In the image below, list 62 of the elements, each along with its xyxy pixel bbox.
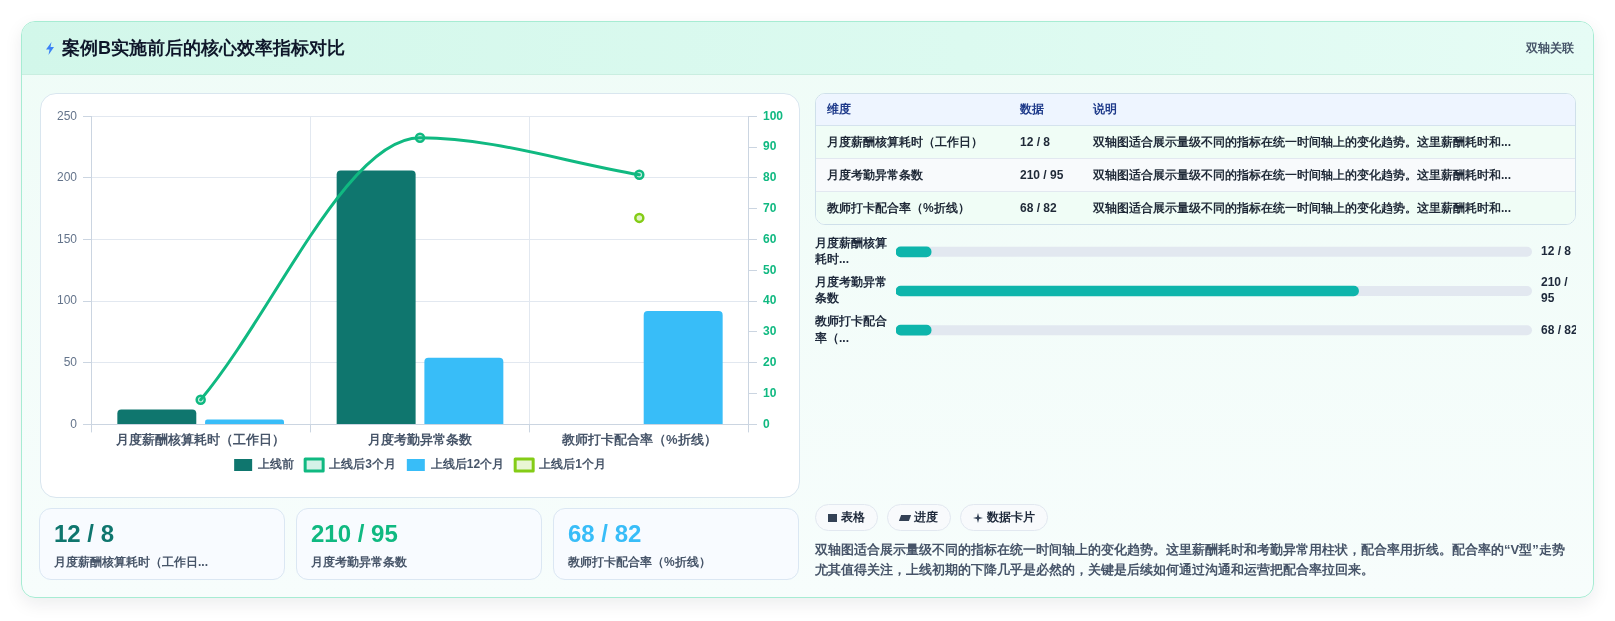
point [414,132,426,144]
bar [336,170,416,424]
y-tick-label: 教师打卡配合率（... [814,314,888,345]
text: 案例B实施前后的核心效率指标对比 [62,37,345,59]
y-tick-label: 50 [63,355,78,370]
bar [424,357,504,424]
legend-label: 上线后3个月 [328,457,396,472]
category-label: 月度考勤异常条数 [311,554,408,571]
text: 双轴图适合展示量级不同的指标在统一时间轴上的变化趋势。这里薪酬耗时和考勤异常用柱状，配合率用折线。配合率的“V型”走势尤其值得关注，上线初期的下降几乎是必然的，关键是后续如何通过沟通和运营把配合率拉回来。 [815,541,1566,579]
text: 68 / 82 [568,520,643,548]
category-label: 教师打卡配合率（%折线） [568,554,712,571]
y-tick-label: 月度考勤异常条数 [814,275,887,306]
category-label: 维度 [826,101,852,118]
bar [205,419,285,424]
y2-tick-label: 80 [762,170,777,185]
point [634,169,645,181]
legend-label: 上线后1个月 [538,457,606,472]
y-tick-label: 250 [56,108,78,123]
point [634,212,645,224]
bar [643,310,723,424]
legend-label: 上线前 [257,457,295,472]
text: 双轴图适合展示量级不同的指标在统一时间轴上的变化趋势。这里薪酬耗时和... [1093,199,1512,217]
y-tick-label: 150 [56,231,78,246]
text: 210 / 95 [311,520,399,548]
text: 教师打卡配合率（%折线） [826,199,971,217]
y2-tick-label: 0 [762,416,770,431]
text: 68 / 82 [1020,201,1058,215]
category-label: 说明 [1093,101,1118,118]
text: 12 / 8 [1020,135,1052,149]
y2-tick-label: 20 [762,355,777,370]
y-tick-label: 200 [56,170,78,185]
y2-tick-label: 50 [762,262,777,277]
y2-tick-label: 100 [762,108,784,123]
y2-tick-label: 60 [762,231,777,246]
bar [117,409,197,424]
y2-tick-label: 10 [762,385,777,400]
y-tick-label: 0 [70,416,78,431]
x-tick-label: 月度考勤异常条数 [367,431,473,447]
text: 数据卡片 [960,504,1048,531]
category-label: 月度薪酬核算耗时（工作日... [54,554,209,571]
category-label: 数据 [1020,101,1045,118]
text: 12 / 8 [1541,244,1572,259]
text: 210 / 95 [1020,168,1065,182]
y-tick-label: 100 [56,293,78,308]
text: 进度 [887,504,951,531]
x-tick-label: 教师打卡配合率（%折线） [561,431,717,447]
point [195,394,206,405]
text: 双轴图适合展示量级不同的指标在统一时间轴上的变化趋势。这里薪酬耗时和... [1093,166,1512,184]
text: 表格 [815,504,878,531]
x-tick-label: 月度薪酬核算耗时（工作日） [115,431,286,447]
text: 双轴图适合展示量级不同的指标在统一时间轴上的变化趋势。这里薪酬耗时和... [1093,133,1512,151]
y2-tick-label: 40 [762,293,777,308]
y2-tick-label: 90 [762,139,777,154]
text: 12 / 8 [54,520,116,548]
text: 月度薪酬核算耗时（工作日） [826,133,984,151]
text: 月度考勤异常条数 [826,166,924,184]
y2-tick-label: 30 [762,324,777,339]
y-tick-label: 月度薪酬核算耗时... [814,236,887,267]
text: 双轴关联 [1526,40,1574,57]
legend-label: 上线后12个月 [429,457,505,472]
text: 210 / 95 [1541,275,1569,306]
y2-tick-label: 70 [762,200,777,215]
